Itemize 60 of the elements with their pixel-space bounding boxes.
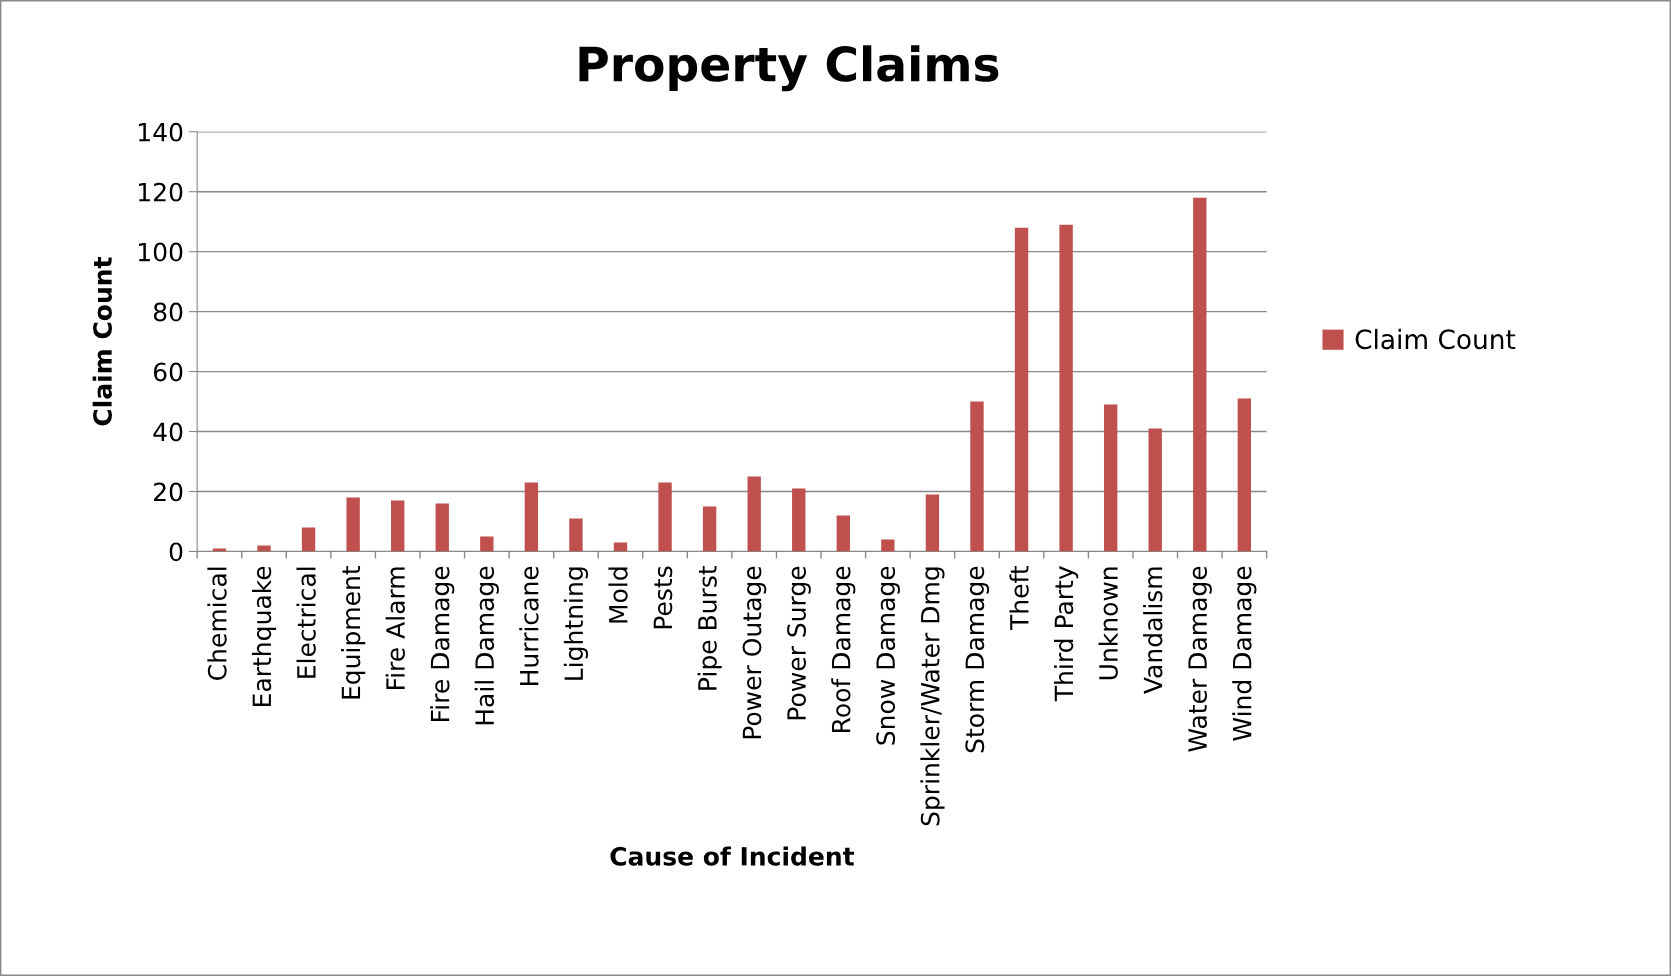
legend-label: Claim Count — [1355, 328, 1516, 350]
x-tick-label: Roof Damage — [831, 566, 856, 732]
bar — [1103, 404, 1118, 552]
bar — [301, 527, 316, 552]
bar — [792, 488, 806, 552]
x-tick-label: Snow Damage — [876, 566, 900, 745]
x-tick-label: Vandalism — [1143, 567, 1163, 694]
bar — [613, 542, 628, 552]
x-tick-label: Hurricane — [519, 566, 539, 685]
x-tick-label: Equipment — [341, 565, 366, 699]
bar — [1193, 197, 1207, 552]
y-tick-label: 40 — [153, 422, 183, 442]
bar — [435, 503, 449, 552]
x-tick-label: Chemical — [207, 567, 227, 680]
bar — [1014, 227, 1029, 552]
bar — [569, 518, 583, 552]
bar — [1059, 224, 1073, 552]
x-tick-label: Pests — [653, 566, 673, 629]
x-tick-label: Fire Alarm — [385, 567, 405, 689]
x-tick-label: Wind Damage — [1232, 566, 1257, 741]
bar — [1237, 398, 1252, 552]
bar — [970, 401, 984, 552]
y-tick-label: 100 — [139, 242, 183, 262]
x-tick-label: Unknown — [1098, 567, 1118, 680]
bar — [747, 476, 761, 552]
bar — [257, 545, 271, 552]
x-tick-label: Theft — [1009, 565, 1029, 631]
x-tick-label: Electrical — [296, 567, 316, 678]
x-tick-label: Pipe Burst — [697, 565, 722, 690]
y-tick-label: 140 — [139, 122, 183, 142]
bar — [480, 536, 494, 552]
x-tick-label: Sprinkler/Water Dmg — [920, 567, 945, 826]
y-tick-label: 0 — [169, 542, 183, 562]
y-tick-label: 20 — [154, 482, 183, 502]
x-tick-label: Lightning — [563, 567, 589, 680]
bar — [1148, 428, 1162, 552]
x-axis-title: Cause of Incident — [610, 846, 855, 866]
bar — [702, 506, 717, 552]
bar — [212, 548, 227, 552]
y-tick-label: 80 — [153, 302, 183, 322]
x-tick-label: Power Surge — [787, 566, 811, 720]
x-tick-label: Power Outage — [742, 566, 767, 739]
x-tick-label: Earthquake — [251, 566, 277, 706]
bar — [391, 500, 405, 552]
y-tick-label: 60 — [153, 362, 183, 382]
x-tick-label: Hail Damage — [474, 566, 499, 725]
bar — [346, 497, 360, 552]
chart-title: Property Claims — [579, 45, 999, 92]
bar — [658, 482, 672, 552]
x-tick-label: Third Party — [1054, 566, 1079, 702]
y-tick-label: 120 — [139, 182, 183, 202]
bar — [524, 482, 539, 552]
x-tick-label: Mold — [608, 567, 628, 623]
x-tick-label: Water Damage — [1188, 566, 1212, 752]
x-tick-label: Fire Damage — [430, 566, 455, 721]
bar — [925, 494, 940, 552]
y-axis-title: Claim Count — [92, 257, 112, 426]
bar — [836, 515, 850, 552]
x-tick-label: Storm Damage — [965, 566, 990, 753]
bar — [881, 539, 895, 552]
